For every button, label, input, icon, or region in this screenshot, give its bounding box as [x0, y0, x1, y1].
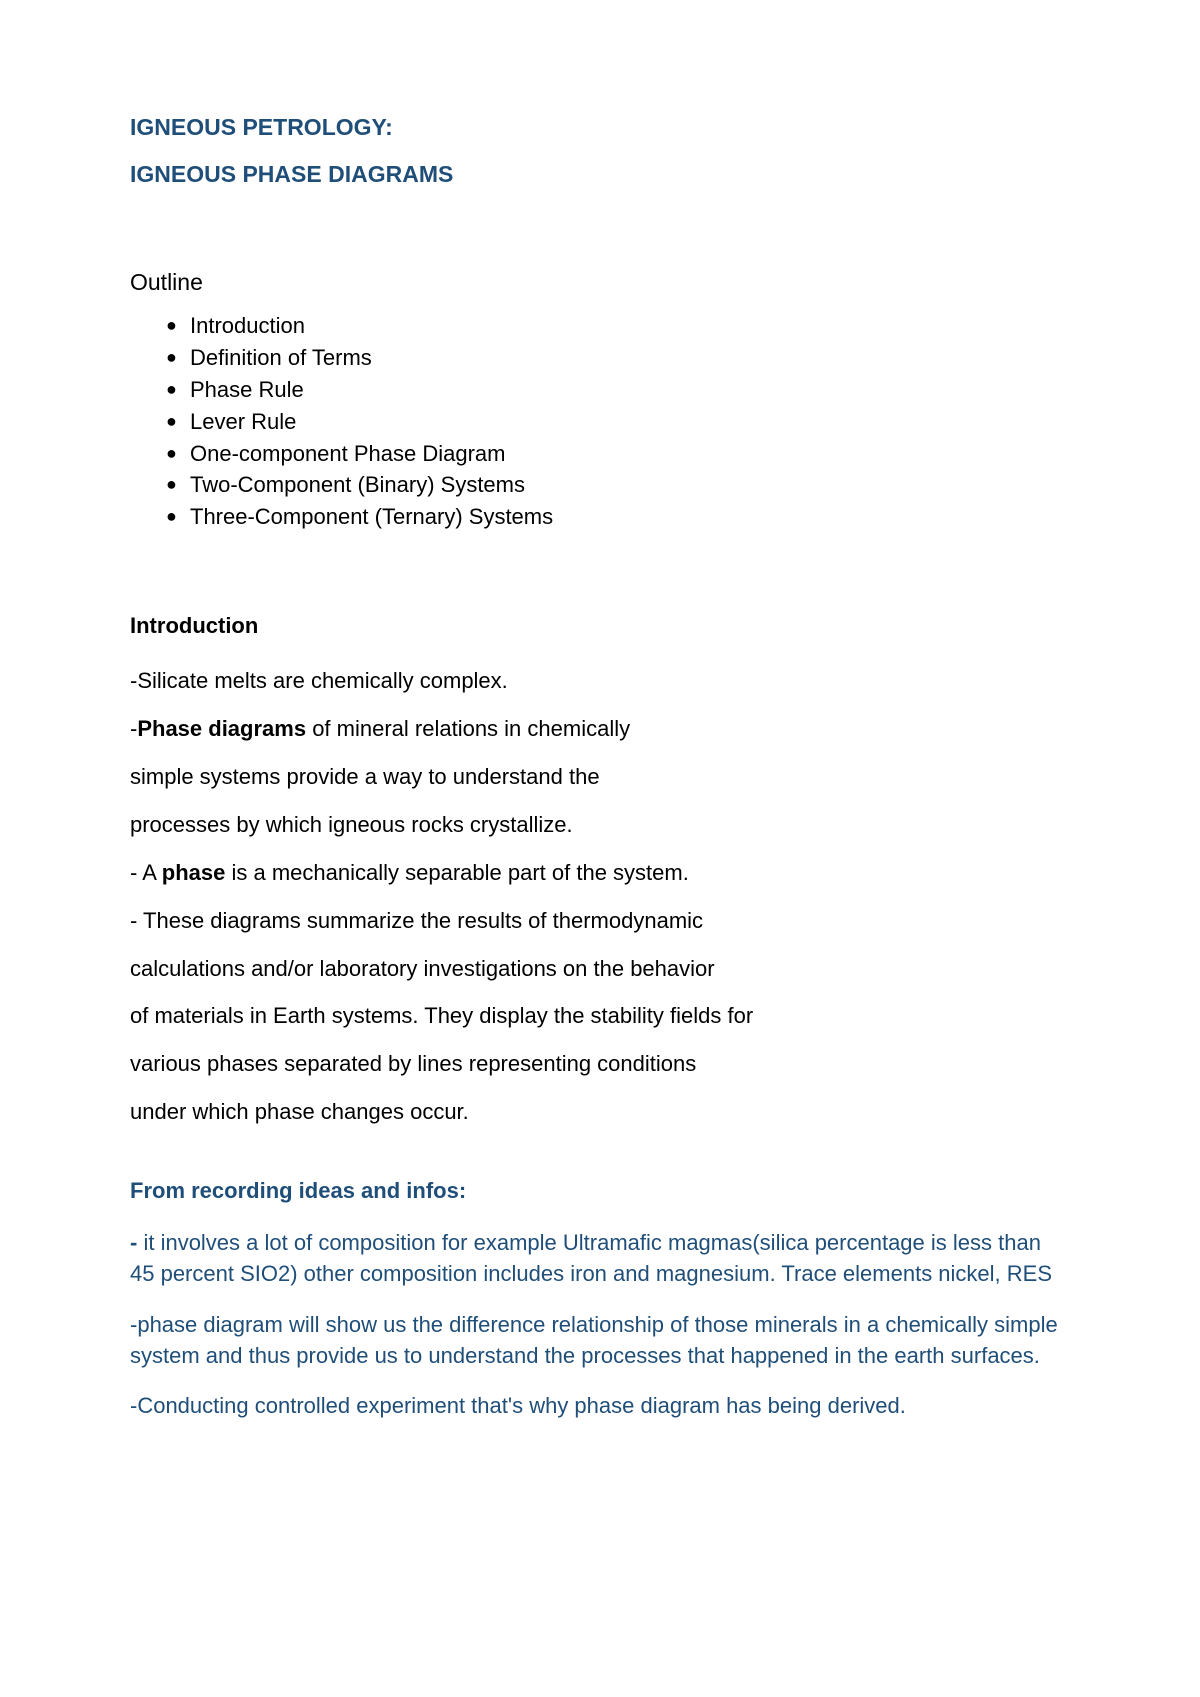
intro-body: -Silicate melts are chemically complex. … [130, 665, 1070, 1128]
intro-line: various phases separated by lines repres… [130, 1048, 1070, 1080]
list-item: Introduction [166, 310, 1070, 342]
text: of mineral relations in chemically [306, 716, 630, 741]
bold-term: Phase diagrams [137, 716, 306, 741]
notes-text: it involves a lot of composition for exa… [130, 1230, 1052, 1286]
intro-line: of materials in Earth systems. They disp… [130, 1000, 1070, 1032]
notes-paragraph: -phase diagram will show us the differen… [130, 1310, 1070, 1372]
list-item: One-component Phase Diagram [166, 438, 1070, 470]
intro-line: - A phase is a mechanically separable pa… [130, 857, 1070, 889]
notes-paragraph: -Conducting controlled experiment that's… [130, 1391, 1070, 1422]
text: These diagrams summarize the results of … [143, 908, 703, 933]
intro-heading: Introduction [130, 613, 1070, 639]
list-item: Lever Rule [166, 406, 1070, 438]
intro-line: -Silicate melts are chemically complex. [130, 665, 1070, 697]
notes-text: Conducting controlled experiment that's … [137, 1393, 906, 1418]
list-item: Three-Component (Ternary) Systems [166, 501, 1070, 533]
intro-line: calculations and/or laboratory investiga… [130, 953, 1070, 985]
outline-label: Outline [130, 269, 1070, 296]
bold-term: phase [162, 860, 226, 885]
intro-line: processes by which igneous rocks crystal… [130, 809, 1070, 841]
outline-list: Introduction Definition of Terms Phase R… [130, 310, 1070, 533]
page-title-2: IGNEOUS PHASE DIAGRAMS [130, 157, 1070, 192]
text: - [130, 908, 143, 933]
intro-line: -Phase diagrams of mineral relations in … [130, 713, 1070, 745]
text: is a mechanically separable part of the … [225, 860, 688, 885]
list-item: Definition of Terms [166, 342, 1070, 374]
notes-paragraph: - it involves a lot of composition for e… [130, 1228, 1070, 1290]
notes-text: phase diagram will show us the differenc… [130, 1312, 1058, 1368]
list-item: Phase Rule [166, 374, 1070, 406]
text: - A [130, 860, 162, 885]
notes-prefix: - [130, 1230, 143, 1255]
text: Silicate melts are chemically complex. [137, 668, 507, 693]
intro-line: under which phase changes occur. [130, 1096, 1070, 1128]
list-item: Two-Component (Binary) Systems [166, 469, 1070, 501]
page-title-1: IGNEOUS PETROLOGY: [130, 110, 1070, 145]
intro-line: simple systems provide a way to understa… [130, 761, 1070, 793]
intro-line: - These diagrams summarize the results o… [130, 905, 1070, 937]
notes-heading: From recording ideas and infos: [130, 1178, 1070, 1204]
